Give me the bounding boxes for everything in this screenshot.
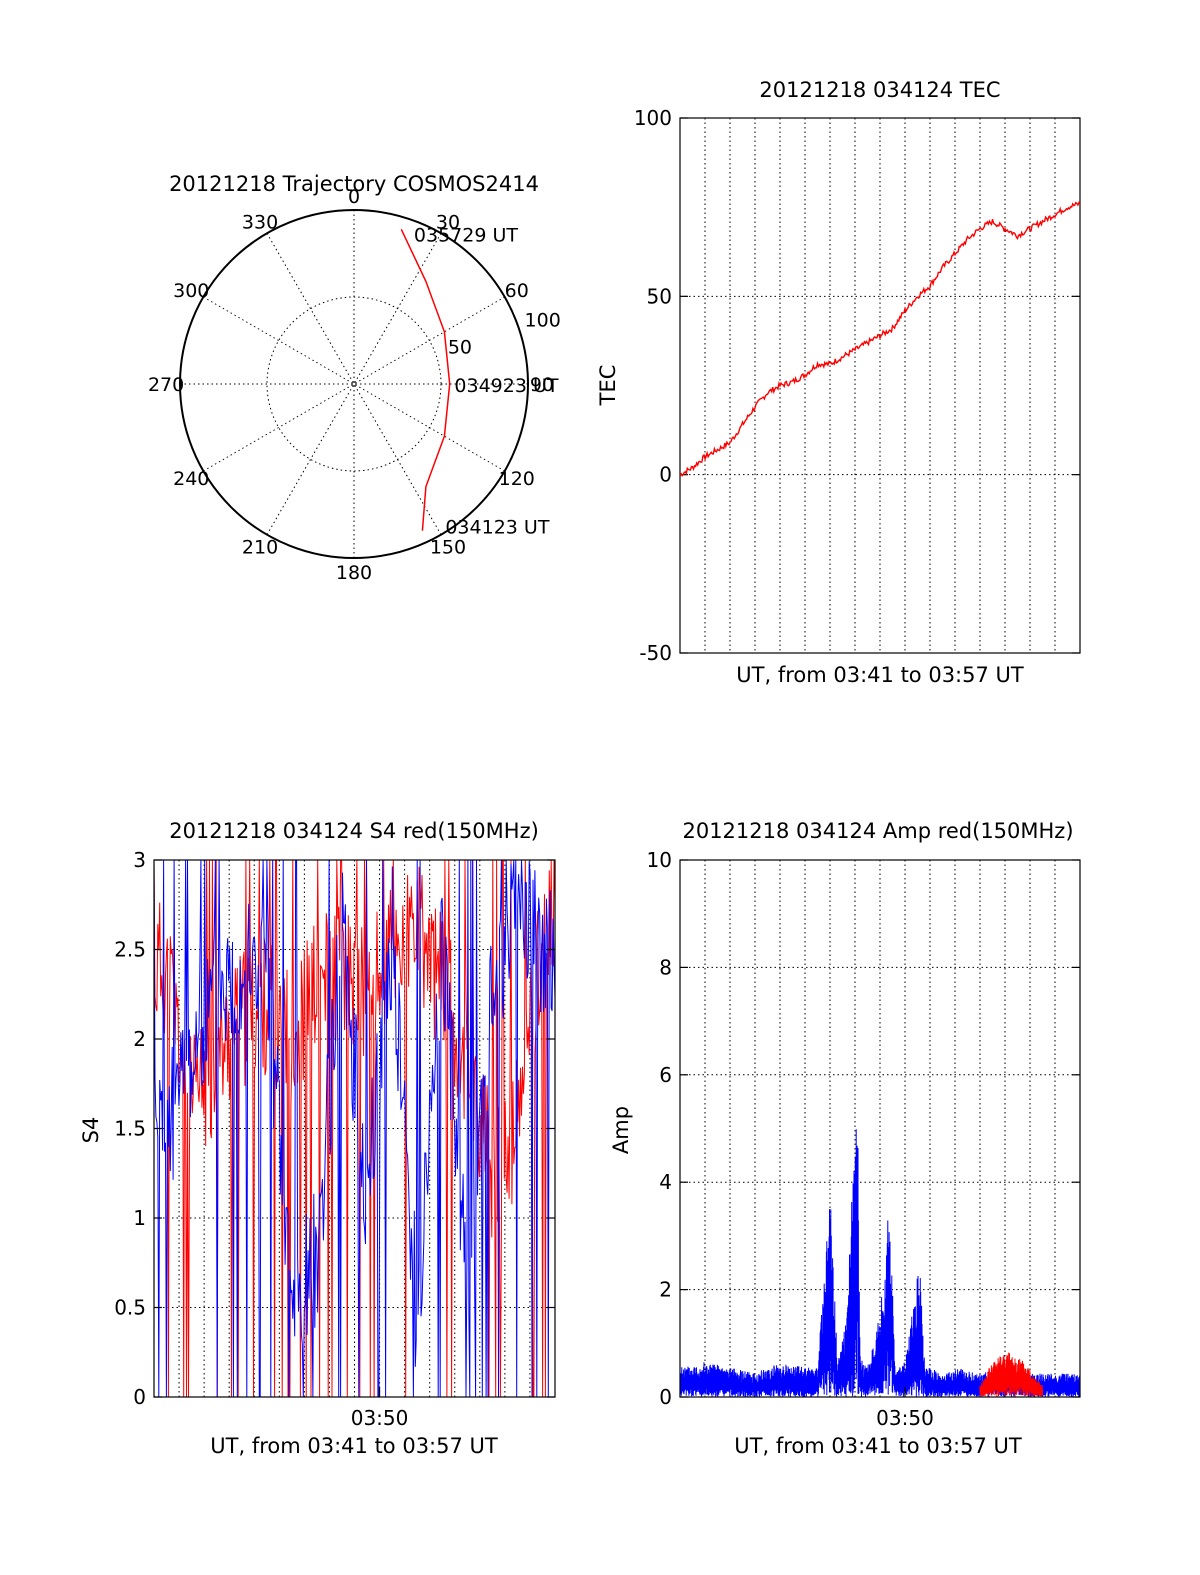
tec-series — [679, 201, 1081, 478]
amp-series-line — [679, 1129, 1081, 1398]
tec-chart: 20121218 034124 TEC 100 50 0 -50 UT, from 0… — [596, 78, 1081, 687]
polar-azimuth-label: 180 — [336, 562, 372, 584]
polar-azimuth-label: 300 — [173, 280, 209, 302]
polar-azimuth-labels: 0 30 60 90 120 150 180 210 240 270 300 330 — [148, 186, 554, 584]
x-tick-label: 03:50 — [351, 1406, 409, 1430]
y-tick-label: 10 — [647, 848, 672, 872]
polar-radial-label: 100 — [525, 310, 561, 332]
tec-grid — [680, 118, 1080, 653]
polar-azimuth-label: 120 — [499, 468, 535, 490]
y-tick-label: 0.5 — [114, 1296, 146, 1320]
y-tick-label: 50 — [647, 284, 672, 308]
y-tick-label: 100 — [634, 106, 672, 130]
y-tick-label: 1.5 — [114, 1117, 146, 1141]
polar-azimuth-label: 90 — [530, 374, 554, 396]
tec-xlabel: UT, from 03:41 to 03:57 UT — [736, 663, 1024, 687]
amp-yticks: 10 8 6 4 2 0 — [647, 848, 1080, 1409]
tec-plot-frame — [679, 117, 1081, 654]
y-tick-label: 0 — [659, 1385, 672, 1409]
amp-xticks: 03:50 — [876, 1387, 934, 1430]
x-tick-label: 03:50 — [876, 1406, 934, 1430]
polar-azimuth-label: 150 — [430, 537, 466, 559]
amp-chart: 20121218 034124 Amp red(150MHz) 1086420 … — [609, 819, 1081, 1458]
polar-azimuth-label: 330 — [242, 211, 278, 233]
y-tick-label: 4 — [659, 1170, 672, 1194]
polar-azimuth-label: 240 — [173, 468, 209, 490]
polar-azimuth-label: 270 — [148, 374, 184, 396]
amp-series-line — [979, 1352, 1043, 1397]
polar-radial-label: 50 — [448, 337, 472, 359]
polar-azimuth-label: 30 — [436, 211, 460, 233]
polar-annotation: 034123 UT — [445, 516, 549, 538]
y-tick-label: -50 — [639, 641, 672, 665]
polar-trajectory-chart: 20121218 Trajectory COSMOS2414 0 30 60 90 12… — [148, 172, 561, 584]
y-tick-label: 1 — [133, 1206, 146, 1230]
polar-title: 20121218 Trajectory COSMOS2414 — [169, 172, 539, 196]
amp-xlabel: UT, from 03:41 to 03:57 UT — [734, 1434, 1022, 1458]
y-tick-label: 2.5 — [114, 938, 146, 962]
polar-radial-labels: 50 100 — [448, 310, 561, 359]
amp-grid — [680, 860, 1080, 1397]
y-tick-label: 6 — [659, 1063, 672, 1087]
s4-xticks: 03:50 — [351, 1387, 409, 1430]
s4-ylabel: S4 — [79, 1117, 103, 1144]
s4-series — [153, 859, 556, 1398]
polar-annotation: 035729 UT — [414, 224, 518, 246]
tec-yticks: 100 50 0 -50 — [634, 106, 1080, 665]
y-tick-label: 0 — [659, 463, 672, 487]
polar-azimuth-label: 210 — [242, 537, 278, 559]
trajectory-track — [400, 228, 451, 531]
y-tick-label: 0 — [133, 1385, 146, 1409]
y-tick-label: 2 — [133, 1027, 146, 1051]
polar-azimuth-label: 60 — [505, 280, 529, 302]
polar-azimuth-label: 0 — [348, 186, 360, 208]
y-tick-label: 2 — [659, 1278, 672, 1302]
s4-title: 20121218 034124 S4 red(150MHz) — [169, 819, 539, 843]
y-tick-label: 3 — [133, 848, 146, 872]
y-tick-label: 8 — [659, 955, 672, 979]
s4-series-line — [153, 859, 556, 1398]
polar-annotations: 035729 UT 034923 UT 034123 UT — [414, 224, 559, 538]
tec-title: 20121218 034124 TEC — [759, 78, 1000, 102]
amp-ylabel: Amp — [609, 1106, 633, 1154]
amp-series — [679, 1129, 1081, 1398]
amp-title: 20121218 034124 Amp red(150MHz) — [682, 819, 1073, 843]
tec-series-line — [679, 201, 1081, 478]
s4-xlabel: UT, from 03:41 to 03:57 UT — [210, 1434, 498, 1458]
amp-plot-frame — [679, 859, 1081, 1398]
tec-ylabel: TEC — [596, 365, 620, 407]
s4-yticks: 3 2.5 2 1.5 1 0.5 0 — [114, 848, 555, 1409]
s4-chart: 20121218 034124 S4 red(150MHz) 3 2.5 2 1.5 1… — [79, 819, 556, 1458]
polar-annotation: 034923 UT — [454, 375, 558, 397]
